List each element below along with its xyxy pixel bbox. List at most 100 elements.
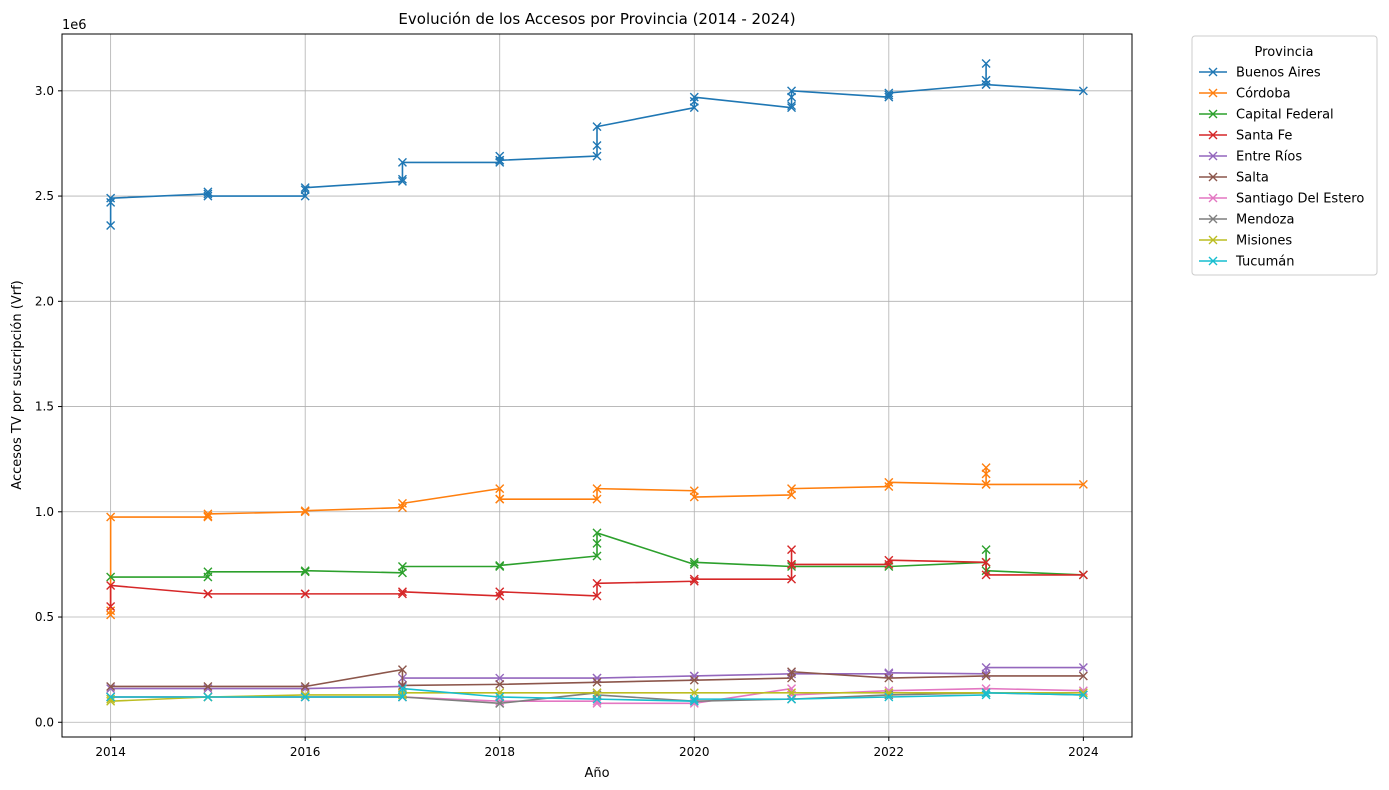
data-point-tucuman xyxy=(787,694,797,704)
data-point-salta xyxy=(1078,671,1088,681)
y-tick-label: 3.0 xyxy=(35,84,54,98)
data-point-capital-federal xyxy=(495,560,505,570)
data-point-cordoba xyxy=(592,494,602,504)
legend-items: Buenos Aires Córdoba Capital Federal Santa … xyxy=(1199,66,1364,270)
data-point-salta xyxy=(787,667,797,677)
data-point-capital-federal xyxy=(689,559,699,569)
legend-item-buenos-aires: Buenos Aires xyxy=(1199,66,1321,81)
x-tick-label: 2016 xyxy=(290,745,321,759)
legend-item-tucuman: Tucumán xyxy=(1199,255,1294,270)
x-tick-label: 2014 xyxy=(95,745,126,759)
y-offset-label: 1e6 xyxy=(62,18,87,33)
data-point-buenos-aires xyxy=(495,151,505,161)
series-line-tucuman xyxy=(110,687,1084,703)
data-point-buenos-aires xyxy=(397,176,407,186)
data-point-capital-federal xyxy=(592,528,602,538)
data-point-cordoba xyxy=(884,482,894,492)
legend-label: Buenos Aires xyxy=(1236,66,1321,81)
data-point-cordoba xyxy=(203,511,213,521)
data-point-buenos-aires xyxy=(981,58,991,68)
data-point-salta xyxy=(689,675,699,685)
legend-marker xyxy=(1208,67,1218,77)
chart-title: Evolución de los Accesos por Provincia (… xyxy=(398,10,795,28)
data-point-cordoba xyxy=(106,606,116,616)
data-point-misiones xyxy=(884,688,894,698)
legend-marker xyxy=(1208,193,1218,203)
data-point-capital-federal xyxy=(981,545,991,555)
data-point-capital-federal xyxy=(592,538,602,548)
data-point-santa-fe xyxy=(495,591,505,601)
legend-label: Santa Fe xyxy=(1236,129,1292,144)
legend-label: Santiago Del Estero xyxy=(1236,192,1364,207)
data-point-buenos-aires xyxy=(397,157,407,167)
data-point-buenos-aires xyxy=(884,92,894,102)
data-point-capital-federal xyxy=(689,557,699,567)
data-point-buenos-aires xyxy=(592,151,602,161)
data-point-buenos-aires xyxy=(203,191,213,201)
data-point-cordoba xyxy=(300,506,310,516)
data-point-capital-federal xyxy=(397,562,407,572)
data-point-salta xyxy=(592,677,602,687)
data-point-santa-fe xyxy=(787,574,797,584)
legend-item-santiago-del-estero: Santiago Del Estero xyxy=(1199,192,1364,207)
series-tucuman xyxy=(106,684,1088,706)
data-point-salta xyxy=(300,681,310,691)
legend-item-entre-rios: Entre Ríos xyxy=(1199,150,1302,165)
data-point-salta xyxy=(981,671,991,681)
legend-title: Provincia xyxy=(1255,45,1314,60)
plot-frame xyxy=(61,33,1133,738)
legend-label: Entre Ríos xyxy=(1236,150,1302,165)
data-point-buenos-aires xyxy=(689,92,699,102)
legend-label: Córdoba xyxy=(1236,87,1291,102)
series-layer xyxy=(106,58,1088,708)
series-santa-fe xyxy=(106,545,1088,611)
data-point-santa-fe xyxy=(884,559,894,569)
data-point-tucuman xyxy=(689,694,699,704)
data-point-tucuman xyxy=(397,692,407,702)
data-point-santa-fe xyxy=(106,580,116,590)
data-point-cordoba xyxy=(203,512,213,522)
data-point-buenos-aires xyxy=(689,96,699,106)
legend-box xyxy=(1191,35,1378,276)
data-point-capital-federal xyxy=(300,567,310,577)
data-point-santa-fe xyxy=(787,545,797,555)
data-point-salta xyxy=(397,665,407,675)
legend-marker xyxy=(1208,88,1218,98)
data-point-buenos-aires xyxy=(203,187,213,197)
data-point-entre-rios xyxy=(592,673,602,683)
data-point-santa-fe xyxy=(300,589,310,599)
data-point-tucuman xyxy=(203,692,213,702)
x-tick-label: 2020 xyxy=(679,745,710,759)
legend-marker xyxy=(1208,130,1218,140)
data-point-buenos-aires xyxy=(884,90,894,100)
data-point-santiago-del-estero xyxy=(592,698,602,708)
x-axis-label: Año xyxy=(584,766,609,781)
data-point-buenos-aires xyxy=(106,197,116,207)
data-point-capital-federal xyxy=(300,566,310,576)
data-point-buenos-aires xyxy=(981,75,991,85)
data-point-santa-fe xyxy=(592,591,602,601)
data-point-tucuman xyxy=(981,690,991,700)
axis-ticks: 2014 2016 2018 2020 2022 2024 0.0 0.5 1.0 1.5 2.0 2… xyxy=(35,84,1099,759)
data-point-santa-fe xyxy=(592,578,602,588)
data-point-tucuman xyxy=(981,688,991,698)
series-salta xyxy=(106,665,1088,691)
data-point-entre-rios xyxy=(981,663,991,673)
data-point-cordoba xyxy=(397,498,407,508)
legend-item-salta: Salta xyxy=(1199,171,1269,186)
data-point-cordoba xyxy=(300,507,310,517)
legend-item-mendoza: Mendoza xyxy=(1199,213,1294,228)
data-point-salta xyxy=(106,681,116,691)
data-point-entre-rios xyxy=(689,671,699,681)
data-point-santa-fe xyxy=(495,587,505,597)
legend-label: Salta xyxy=(1236,171,1269,186)
data-point-buenos-aires xyxy=(495,155,505,165)
data-point-santa-fe xyxy=(884,555,894,565)
legend-label: Tucumán xyxy=(1235,255,1294,270)
data-point-capital-federal xyxy=(106,572,116,582)
data-point-santa-fe xyxy=(203,589,213,599)
data-point-cordoba xyxy=(106,512,116,522)
series-line-entre-rios xyxy=(110,666,1084,690)
legend-marker xyxy=(1208,214,1218,224)
